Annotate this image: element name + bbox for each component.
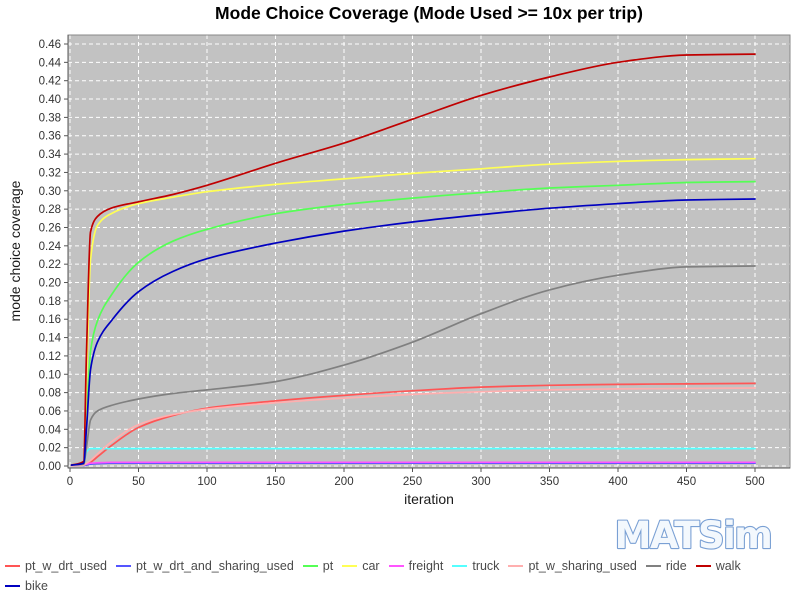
legend-item-pt_w_drt_and_sharing_used: pt_w_drt_and_sharing_used bbox=[116, 559, 294, 573]
legend-item-bike: bike bbox=[5, 579, 48, 593]
legend-item-pt: pt bbox=[302, 559, 334, 573]
legend-swatch-bike bbox=[5, 585, 20, 587]
x-tick-label: 450 bbox=[677, 476, 696, 488]
y-tick-label: 0.34 bbox=[39, 149, 62, 161]
y-tick-label: 0.46 bbox=[39, 39, 61, 51]
y-tick-label: 0.22 bbox=[39, 259, 61, 271]
matsim-logo-text: MATSim bbox=[615, 514, 772, 557]
plot-background bbox=[68, 35, 790, 468]
legend-swatch-pt_w_drt_and_sharing_used bbox=[116, 565, 132, 567]
matsim-logo: MATSim bbox=[614, 513, 774, 558]
x-tick-label: 500 bbox=[745, 476, 764, 488]
series-line-walk bbox=[70, 53, 756, 466]
y-tick-label: 0.32 bbox=[39, 167, 61, 179]
legend-label: truck bbox=[472, 559, 500, 573]
series-line-ride bbox=[70, 265, 756, 466]
legend-swatch-freight bbox=[388, 565, 404, 567]
legend-label: pt_w_sharing_used bbox=[528, 559, 637, 573]
y-tick-label: 0.06 bbox=[39, 406, 61, 418]
legend: pt_w_drt_used pt_w_drt_and_sharing_used pt… bbox=[5, 556, 797, 596]
y-tick-label: 0.30 bbox=[39, 186, 61, 198]
y-tick-label: 0.12 bbox=[39, 351, 61, 363]
legend-label: bike bbox=[25, 579, 48, 593]
legend-row: pt_w_drt_used pt_w_drt_and_sharing_used pt… bbox=[5, 556, 797, 576]
legend-item-car: car bbox=[342, 559, 380, 573]
legend-item-pt_w_sharing_used: pt_w_sharing_used bbox=[508, 559, 637, 573]
series-line-truck bbox=[70, 447, 756, 467]
legend-label: pt_w_drt_used bbox=[25, 559, 108, 573]
y-tick-label: 0.40 bbox=[39, 94, 61, 106]
chart-title: Mode Choice Coverage (Mode Used >= 10x p… bbox=[215, 3, 643, 23]
x-tick-label: 350 bbox=[540, 476, 559, 488]
x-tick-label: 200 bbox=[334, 476, 353, 488]
y-tick-label: 0.08 bbox=[39, 388, 61, 400]
y-tick-label: 0.16 bbox=[39, 314, 61, 326]
tick-labels: 0 50 100 150 200 250 300 350 400 450 500 0.00 0.02 0.… bbox=[39, 39, 765, 488]
legend-label: car bbox=[362, 559, 380, 573]
y-tick-label: 0.28 bbox=[39, 204, 61, 216]
y-tick-label: 0.20 bbox=[39, 278, 61, 290]
x-tick-label: 300 bbox=[471, 476, 490, 488]
legend-swatch-car bbox=[342, 565, 358, 567]
legend-item-ride: ride bbox=[645, 559, 687, 573]
x-tick-label: 400 bbox=[608, 476, 627, 488]
x-tick-label: 0 bbox=[67, 476, 73, 488]
legend-swatch-ride bbox=[645, 565, 661, 567]
series-line-pt_w_drt_and_sharing_used bbox=[70, 462, 756, 467]
legend-label: pt_w_drt_and_sharing_used bbox=[136, 559, 294, 573]
y-axis-label: mode choice coverage bbox=[7, 180, 23, 322]
legend-label: walk bbox=[715, 559, 741, 573]
x-axis-label: iteration bbox=[404, 491, 454, 507]
series-line-freight bbox=[70, 461, 756, 467]
y-tick-label: 0.02 bbox=[39, 443, 61, 455]
series-line-car bbox=[70, 157, 756, 466]
legend-swatch-pt bbox=[302, 565, 318, 567]
legend-label: ride bbox=[665, 559, 687, 573]
tick-marks bbox=[64, 43, 756, 472]
y-tick-label: 0.44 bbox=[39, 57, 62, 69]
series-line-pt_w_sharing_used bbox=[70, 387, 756, 467]
legend-item-truck: truck bbox=[452, 559, 499, 573]
legend-item-freight: freight bbox=[388, 559, 444, 573]
legend-item-walk: walk bbox=[695, 559, 741, 573]
legend-row: bike bbox=[5, 576, 797, 596]
x-tick-label: 50 bbox=[132, 476, 145, 488]
y-tick-label: 0.42 bbox=[39, 76, 61, 88]
y-tick-label: 0.26 bbox=[39, 222, 61, 234]
x-tick-label: 100 bbox=[197, 476, 216, 488]
y-tick-label: 0.10 bbox=[39, 369, 61, 381]
legend-swatch-walk bbox=[695, 565, 711, 567]
y-tick-label: 0.36 bbox=[39, 131, 61, 143]
series-line-bike bbox=[70, 198, 756, 466]
x-tick-label: 150 bbox=[266, 476, 285, 488]
legend-swatch-pt_w_drt_used bbox=[5, 565, 20, 567]
y-tick-label: 0.04 bbox=[39, 424, 62, 436]
y-tick-label: 0.24 bbox=[39, 241, 62, 253]
y-tick-label: 0.14 bbox=[39, 333, 62, 345]
series-line-pt bbox=[70, 180, 756, 466]
y-tick-label: 0.38 bbox=[39, 112, 61, 124]
y-tick-label: 0.00 bbox=[39, 461, 61, 473]
legend-item-pt_w_drt_used: pt_w_drt_used bbox=[5, 559, 107, 573]
legend-swatch-pt_w_sharing_used bbox=[508, 565, 524, 567]
legend-label: freight bbox=[408, 559, 444, 573]
y-tick-label: 0.18 bbox=[39, 296, 61, 308]
x-tick-label: 250 bbox=[403, 476, 422, 488]
legend-swatch-truck bbox=[452, 565, 468, 567]
legend-label: pt bbox=[322, 559, 334, 573]
